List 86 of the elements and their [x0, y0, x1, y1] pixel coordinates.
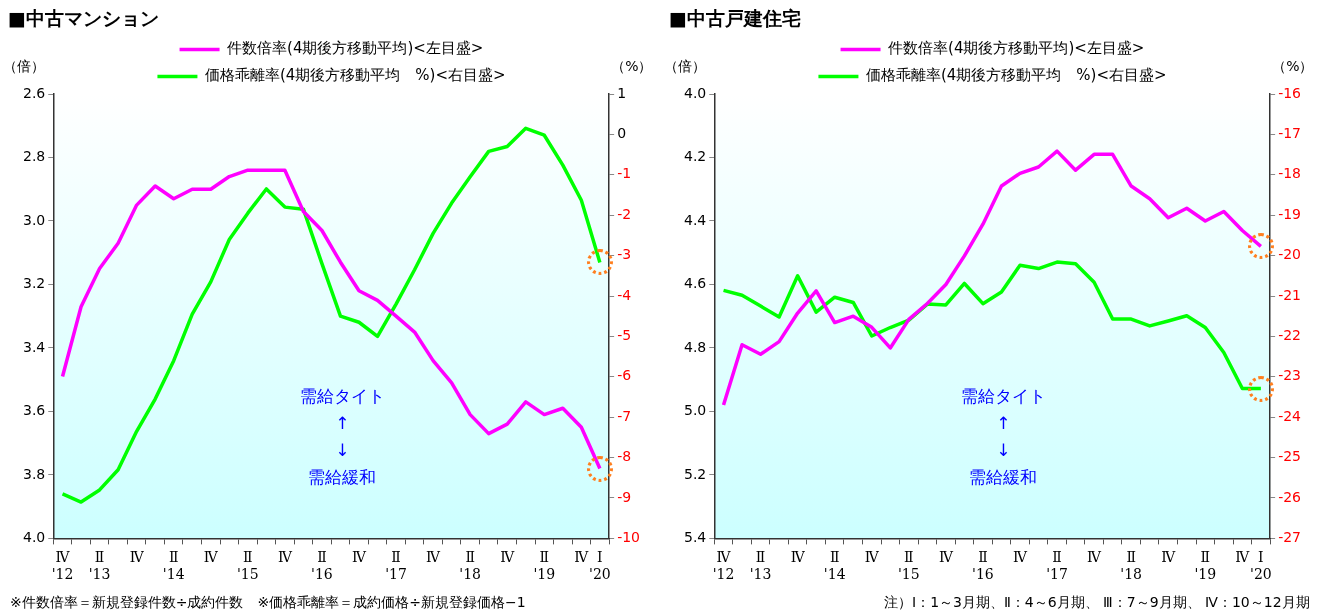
legend-label: 価格乖離率(4期後方移動平均 %)<右目盛>	[204, 66, 506, 85]
x-tick-label: Ⅳ	[1235, 549, 1251, 566]
x-tick-label: Ⅳ	[203, 549, 219, 566]
y2-tick-label: -25	[1278, 448, 1302, 465]
x-tick-label: Ⅰ '20	[589, 549, 611, 583]
y-tick-label: 5.4	[684, 529, 707, 546]
y2-tick-label: -8	[617, 448, 632, 465]
legend-label: 価格乖離率(4期後方移動平均 %)<右目盛>	[865, 66, 1167, 85]
y2-tick-label: -3	[617, 246, 632, 263]
x-tick-label: Ⅳ '12	[51, 549, 74, 583]
y2-tick-label: -10	[617, 529, 641, 546]
y-tick-label: 3.4	[23, 338, 46, 355]
text: 注）Ⅰ：1～3月期、Ⅱ：4～6月期、 Ⅲ：7～9月期、 Ⅳ：10～12月期	[884, 594, 1310, 612]
x-tick-label: Ⅳ	[1161, 549, 1177, 566]
y2-tick-label: -1	[617, 165, 632, 182]
y-axis-title: （倍）	[664, 58, 707, 76]
chart-title: ■中古マンション	[8, 6, 159, 31]
y-tick-label: 4.0	[684, 84, 707, 101]
x-tick-label: Ⅳ	[351, 549, 367, 566]
y2-tick-label: -5	[617, 327, 632, 344]
y2-tick-label: -6	[617, 367, 632, 384]
x-tick-label: Ⅳ	[1087, 549, 1103, 566]
y-axis-title: （倍）	[3, 58, 46, 76]
x-tick-label: Ⅱ '17	[385, 549, 407, 583]
x-tick-label: Ⅱ '16	[972, 549, 994, 583]
y2-tick-label: -16	[1278, 84, 1302, 101]
y-tick-label: 3.6	[23, 402, 46, 419]
annotation: 需給タイト ↑ ↓ 需給緩和	[299, 384, 385, 489]
x-tick-label: Ⅱ '18	[459, 549, 481, 583]
y-tick-label: 3.8	[23, 465, 46, 482]
y2-tick-label: -9	[617, 488, 632, 505]
y2-tick-label: -21	[1278, 286, 1302, 303]
y-tick-label: 4.8	[684, 338, 707, 355]
x-tick-label: Ⅱ '19	[533, 549, 556, 583]
y2-tick-label: -26	[1278, 488, 1302, 505]
y2-tick-label: -19	[1278, 205, 1302, 222]
x-tick-label: Ⅳ	[1012, 549, 1028, 566]
y2-tick-label: 0	[617, 125, 627, 142]
x-tick-label: Ⅳ	[864, 549, 880, 566]
y2-tick-label: -7	[617, 407, 632, 424]
x-tick-label: Ⅱ '19	[1194, 549, 1217, 583]
y2-tick-label: -23	[1278, 367, 1302, 384]
x-tick-label: Ⅱ '13	[88, 549, 111, 583]
x-tick-label: Ⅳ	[790, 549, 806, 566]
x-tick-label: Ⅳ	[500, 549, 516, 566]
y2-tick-label: -20	[1278, 246, 1302, 263]
y2-tick-label: -24	[1278, 407, 1302, 424]
y-tick-label: 2.8	[23, 148, 46, 165]
y2-axis-title: （%）	[611, 58, 653, 76]
x-tick-label: Ⅱ '18	[1120, 549, 1142, 583]
y-tick-label: 5.2	[684, 465, 707, 482]
x-tick-label: Ⅱ '15	[236, 549, 259, 583]
x-tick-label: Ⅱ '15	[897, 549, 920, 583]
x-tick-label: Ⅱ '17	[1046, 549, 1068, 583]
y-tick-label: 2.6	[23, 84, 46, 101]
y2-tick-label: 1	[617, 84, 627, 101]
x-tick-label: Ⅱ '13	[749, 549, 772, 583]
y2-tick-label: -4	[617, 286, 632, 303]
x-tick-label: Ⅱ '14	[162, 549, 185, 583]
x-tick-label: Ⅱ '16	[311, 549, 333, 583]
y2-tick-label: -22	[1278, 327, 1302, 344]
x-tick-label: Ⅳ	[277, 549, 293, 566]
y-tick-label: 4.0	[23, 529, 46, 546]
y-tick-label: 4.4	[684, 211, 707, 228]
legend-label: 件数倍率(4期後方移動平均)<左目盛>	[888, 39, 1145, 58]
x-tick-label: Ⅰ '20	[1250, 549, 1272, 583]
y-tick-label: 3.0	[23, 211, 46, 228]
chart-title: ■中古戸建住宅	[669, 6, 801, 31]
text: ※件数倍率＝新規登録件数÷成約件数 ※価格乖離率＝成約価格÷新規登録価格−1	[10, 594, 526, 612]
x-tick-label: Ⅳ	[129, 549, 145, 566]
y-tick-label: 4.6	[684, 275, 707, 292]
y2-tick-label: -17	[1278, 125, 1302, 142]
y-tick-label: 4.2	[684, 148, 707, 165]
x-tick-label: Ⅳ	[574, 549, 590, 566]
annotation: 需給タイト ↑ ↓ 需給緩和	[960, 384, 1046, 489]
y-tick-label: 3.2	[23, 275, 46, 292]
y2-axis-title: （%）	[1272, 58, 1314, 76]
x-tick-label: Ⅳ	[426, 549, 442, 566]
x-tick-label: Ⅳ '12	[712, 549, 735, 583]
x-tick-label: Ⅱ '14	[823, 549, 846, 583]
legend-label: 件数倍率(4期後方移動平均)<左目盛>	[227, 39, 484, 58]
y2-tick-label: -18	[1278, 165, 1302, 182]
y-tick-label: 5.0	[684, 402, 707, 419]
y2-tick-label: -27	[1278, 529, 1302, 546]
y2-tick-label: -2	[617, 205, 632, 222]
x-tick-label: Ⅳ	[938, 549, 954, 566]
